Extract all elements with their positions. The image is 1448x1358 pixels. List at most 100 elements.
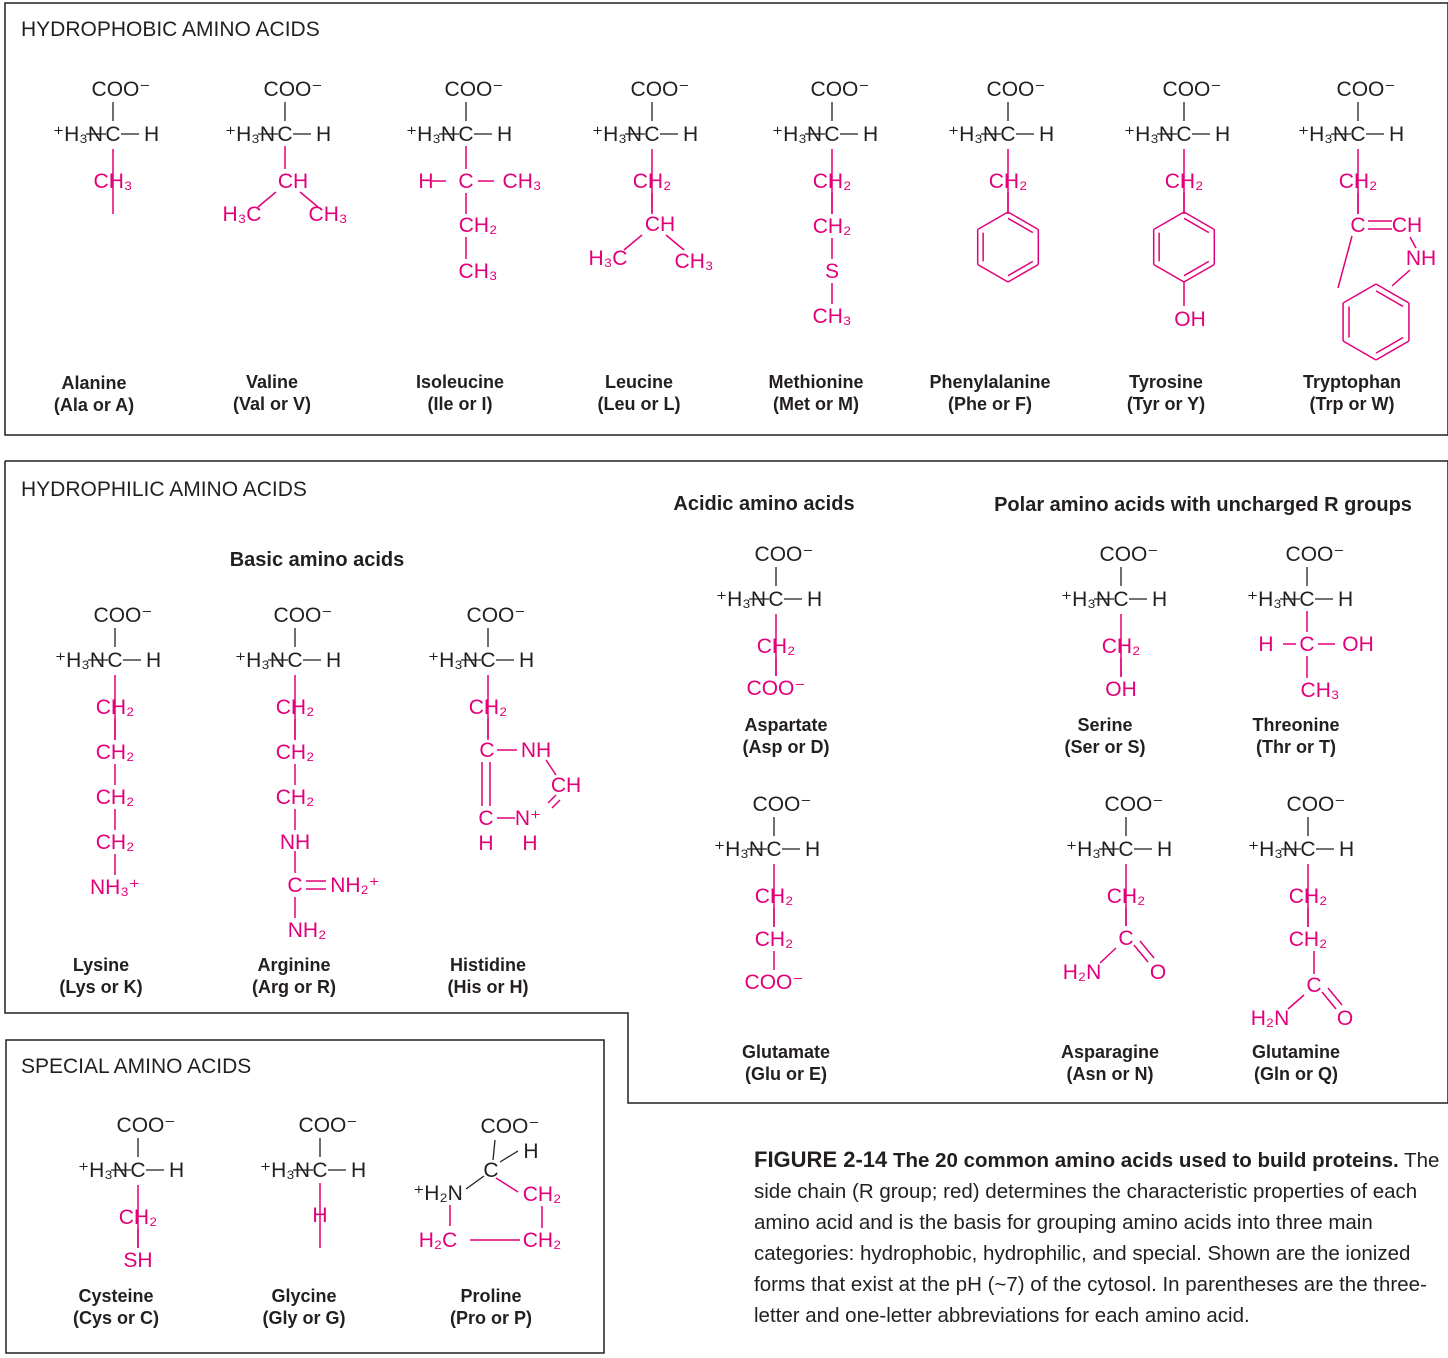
amino-group-label: ⁺H₃N (1124, 123, 1174, 146)
bond (1007, 217, 1034, 234)
alpha-carbon-label: C (766, 838, 781, 861)
alpha-carbon-label: C (1113, 588, 1128, 611)
alpha-hydrogen-label: H (1215, 123, 1230, 146)
alpha-carbon-label: C (107, 649, 122, 672)
alpha-carbon-label: C (130, 1159, 145, 1182)
side-chain-atom: CH₂ (119, 1206, 157, 1229)
label-threonine: Threonine (Thr or T) (1252, 715, 1339, 757)
side-chain-atom: CH₂ (96, 741, 134, 764)
bond (1139, 940, 1155, 959)
amino-group-label: ⁺H₃N (772, 123, 822, 146)
carboxylate-label: COO⁻ (94, 604, 153, 627)
amino-group-label: ⁺H₃N (716, 588, 766, 611)
side-chain-atom: CH₂ (276, 786, 314, 809)
atom-label: C (287, 874, 302, 897)
alpha-hydrogen-label: H (1338, 588, 1353, 611)
side-chain-atom: CH₂ (96, 696, 134, 719)
amino-group-label: ⁺H₃N (55, 649, 105, 672)
label-isoleucine: Isoleucine (Ile or I) (416, 372, 504, 414)
bond (1342, 340, 1377, 361)
bond (1153, 263, 1185, 283)
alpha-hydrogen-label: H (1389, 123, 1404, 146)
caption-text: The side chain (R group; red) determines… (754, 1149, 1440, 1327)
atom-label: H (1258, 633, 1273, 656)
side-chain-atom: CH₂ (276, 696, 314, 719)
side-chain-atom: CH₂ (1289, 928, 1327, 951)
bond (1099, 947, 1117, 964)
bond (1287, 994, 1305, 1010)
side-chain-atom: COO⁻ (747, 677, 806, 700)
atom-label: C (478, 807, 493, 830)
bond (499, 1150, 519, 1163)
atom-label: H (418, 170, 433, 193)
alpha-carbon-label: C (105, 123, 120, 146)
alpha-carbon-label: C (644, 123, 659, 146)
amino-group-label: ⁺H₃N (1061, 588, 1111, 611)
figure-caption: FIGURE 2-14 The 20 common amino acids us… (754, 1144, 1448, 1331)
carboxylate-label: COO⁻ (755, 543, 814, 566)
atom-label: OH (1342, 633, 1374, 656)
bond (1342, 283, 1377, 304)
atom-label: H₂N (1251, 1007, 1289, 1030)
bond (492, 1139, 496, 1161)
alpha-carbon-label: C (1118, 838, 1133, 861)
bond (623, 234, 643, 251)
alpha-hydrogen-label: H (863, 123, 878, 146)
alpha-hydrogen-label: H (683, 123, 698, 146)
atom-label: NH (1406, 247, 1436, 270)
side-chain-atom: CH₂ (469, 696, 507, 719)
side-chain-atom: CH₂ (276, 741, 314, 764)
bond (495, 1177, 519, 1193)
alpha-carbon-label: C (824, 123, 839, 146)
atom-label: C (479, 739, 494, 762)
alpha-hydrogen-label: H (1339, 838, 1354, 861)
atom-label: H₂C (419, 1229, 457, 1252)
label-cysteine: Cysteine (Cys or C) (73, 1286, 159, 1328)
carboxylate-label: COO⁻ (117, 1114, 176, 1137)
bond (1183, 263, 1215, 283)
bond (1007, 260, 1034, 277)
amino-group-label: ⁺H₃N (428, 649, 478, 672)
label-leucine: Leucine (Leu or L) (598, 372, 681, 414)
special-panel (5, 1039, 605, 1354)
bond (545, 759, 557, 776)
side-chain-atom: COO⁻ (745, 971, 804, 994)
side-chain-atom: CH₂ (755, 928, 793, 951)
amino-group-label: ⁺H₃N (592, 123, 642, 146)
amino-group-label: ⁺H₃N (406, 123, 456, 146)
bond (1183, 211, 1215, 231)
side-chain-atom: CH₂ (1339, 170, 1377, 193)
side-chain-atom: CH₂ (757, 635, 795, 658)
atom-label: H (523, 1140, 538, 1163)
atom-label: COO⁻ (481, 1115, 540, 1138)
bond (1153, 211, 1185, 231)
caption-figure-number: FIGURE 2-14 (754, 1147, 888, 1172)
bond (1007, 211, 1039, 231)
bond (1375, 340, 1410, 361)
label-methionine: Methionine (Met or M) (769, 372, 864, 414)
atom-label: H (522, 832, 537, 855)
amino-group-label: ⁺H₃N (78, 1159, 128, 1182)
amino-group-label: ⁺H₃N (260, 1159, 310, 1182)
atom-label: NH₂ (288, 919, 326, 942)
label-aspartate: Aspartate (Asp or D) (743, 715, 830, 757)
bond (665, 234, 685, 251)
amino-group-label: ⁺H₃N (1247, 588, 1297, 611)
label-glutamate: Glutamate (Glu or E) (742, 1042, 830, 1084)
bond (1183, 217, 1210, 234)
special-heading: SPECIAL AMINO ACIDS (21, 1055, 251, 1078)
hydrophobic-heading: HYDROPHOBIC AMINO ACIDS (21, 18, 320, 41)
atom-label: H₂N (1063, 961, 1101, 984)
bond (1409, 236, 1417, 249)
carboxylate-label: COO⁻ (753, 793, 812, 816)
hydrophilic-panel (4, 460, 1448, 1104)
side-chain-atom: CH₂ (989, 170, 1027, 193)
carboxylate-label: COO⁻ (1337, 78, 1396, 101)
atom-label: O (1337, 1007, 1353, 1030)
atom-label: C (1299, 633, 1314, 656)
amino-group-label: ⁺H₃N (225, 123, 275, 146)
amino-group-label: ⁺H₃N (948, 123, 998, 146)
